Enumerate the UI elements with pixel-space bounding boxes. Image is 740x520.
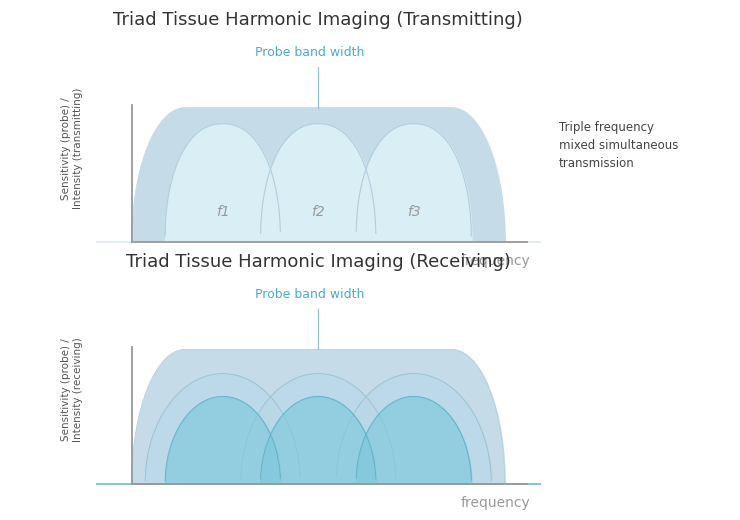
Text: Sensitivity (probe) /
Intensity (receiving): Sensitivity (probe) / Intensity (receivi… xyxy=(61,337,83,443)
Text: f1: f1 xyxy=(216,205,229,219)
Text: Probe band width: Probe band width xyxy=(255,46,364,59)
Text: Triple frequency
mixed simultaneous
transmission: Triple frequency mixed simultaneous tran… xyxy=(559,121,678,170)
Text: f3: f3 xyxy=(407,205,420,219)
Text: f2: f2 xyxy=(312,205,325,219)
Text: frequency: frequency xyxy=(461,496,531,510)
Text: Probe band width: Probe band width xyxy=(255,288,364,301)
Title: Triad Tissue Harmonic Imaging (Receiving): Triad Tissue Harmonic Imaging (Receiving… xyxy=(126,253,511,271)
Text: frequency: frequency xyxy=(461,254,531,268)
Title: Triad Tissue Harmonic Imaging (Transmitting): Triad Tissue Harmonic Imaging (Transmitt… xyxy=(113,11,523,30)
Text: Sensitivity (probe) /
Intensity (transmitting): Sensitivity (probe) / Intensity (transmi… xyxy=(61,87,83,209)
